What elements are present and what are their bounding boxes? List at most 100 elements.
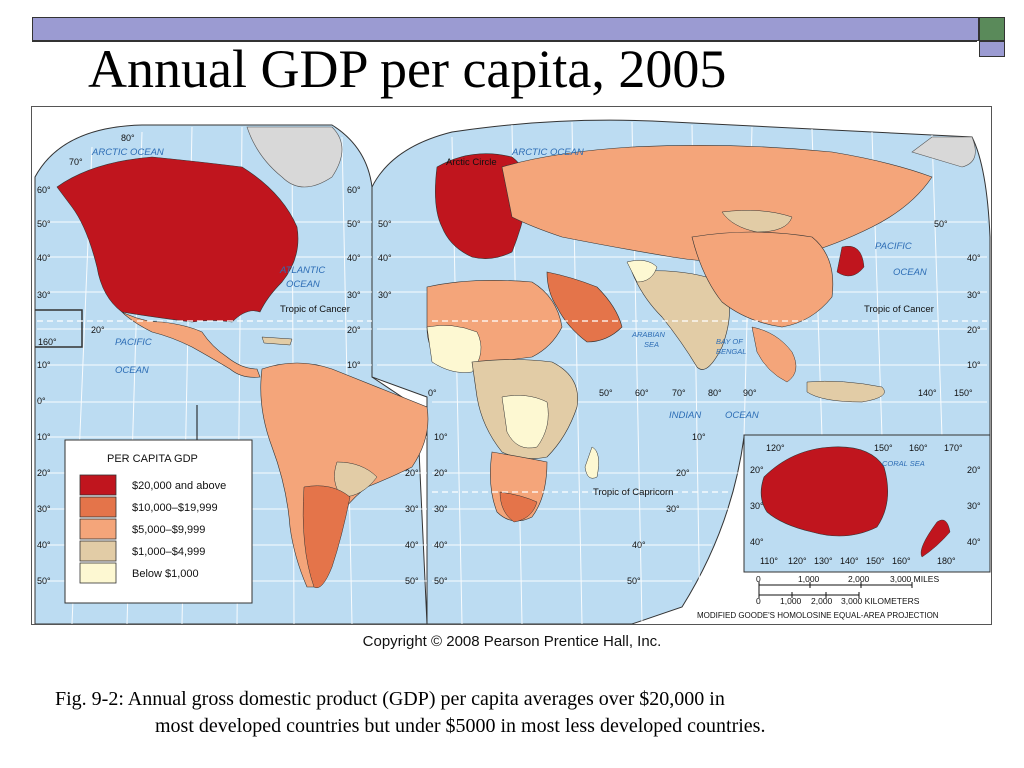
lon-90: 90° — [743, 388, 757, 398]
ocean-label-indian-2: OCEAN — [725, 410, 759, 421]
lat-mid-20: 20° — [347, 325, 361, 335]
lat-af-50: 50° — [627, 576, 641, 586]
sea-label-arabian-1: ARABIAN — [631, 330, 666, 339]
lat-mid2-10s: 10° — [434, 432, 448, 442]
lat-left-20s: 20° — [37, 468, 51, 478]
legend-swatch-1 — [79, 496, 117, 518]
inset-right-30: 30° — [967, 501, 981, 511]
lat-left-40s: 40° — [37, 540, 51, 550]
lat-mid2-20s: 20° — [434, 468, 448, 478]
legend-title: PER CAPITA GDP — [107, 453, 198, 465]
legend-label-2: $5,000–$9,999 — [132, 524, 205, 536]
lat-left-0: 0° — [37, 396, 46, 406]
world-map: ARCTIC OCEAN ARCTIC OCEAN ATLANTIC OCEAN… — [31, 106, 992, 625]
lat-mid2-50s: 50° — [434, 576, 448, 586]
inset-top-160: 160° — [909, 443, 928, 453]
lon-0: 0° — [428, 388, 437, 398]
scale-km-3000: 3,000 KILOMETERS — [841, 596, 920, 606]
corner-square-green — [979, 17, 1005, 41]
lat-mid-30: 30° — [347, 290, 361, 300]
ocean-label-arctic-west: ARCTIC OCEAN — [91, 147, 164, 158]
caption-line-1: Fig. 9-2: Annual gross domestic product … — [55, 688, 725, 710]
title-bar-decoration — [32, 17, 979, 41]
inset-bottom-110: 110° — [760, 556, 778, 566]
lat-left-50s: 50° — [37, 576, 51, 586]
inset-bottom-180: 180° — [937, 556, 956, 566]
ocean-label-arctic-east: ARCTIC OCEAN — [511, 147, 584, 158]
scale-km-0: 0 — [756, 596, 761, 606]
inset-bottom-150: 150° — [866, 556, 885, 566]
inset-right-20: 20° — [967, 465, 981, 475]
legend-swatch-4 — [79, 562, 117, 584]
lat-left-30: 30° — [37, 290, 51, 300]
lat-left-10s: 10° — [37, 432, 51, 442]
inset-top-150: 150° — [874, 443, 893, 453]
legend-swatch-2 — [79, 518, 117, 540]
label-tropic-cancer-east: Tropic of Cancer — [864, 304, 934, 315]
sea-label-bengal-2: BENGAL — [716, 347, 746, 356]
lat-af-10: 10° — [692, 432, 706, 442]
projection-note: MODIFIED GOODE'S HOMOLOSINE EQUAL-AREA P… — [697, 611, 939, 620]
lat-right-50: 50° — [934, 219, 948, 229]
copyright-note: Copyright © 2008 Pearson Prentice Hall, … — [362, 633, 662, 650]
lon-70: 70° — [672, 388, 686, 398]
ocean-label-pacific-east-1: PACIFIC — [875, 241, 912, 252]
lon-150: 150° — [954, 388, 973, 398]
sea-label-bengal-1: BAY OF — [716, 337, 743, 346]
legend-label-0: $20,000 and above — [132, 480, 226, 492]
lat-af-20: 20° — [676, 468, 690, 478]
inset-top-120: 120° — [766, 443, 785, 453]
lat-right-20: 20° — [967, 325, 981, 335]
lon-140: 140° — [918, 388, 937, 398]
label-tropic-cancer-west: Tropic of Cancer — [280, 304, 350, 315]
ocean-label-atlantic-1: ATLANTIC — [279, 265, 325, 276]
lat-left-50: 50° — [37, 219, 51, 229]
figure-caption: Fig. 9-2: Annual gross domestic product … — [55, 686, 995, 740]
label-tropic-capricorn: Tropic of Capricorn — [593, 487, 673, 498]
legend-label-1: $10,000–$19,999 — [132, 502, 218, 514]
map-legend: PER CAPITA GDP $20,000 and above $10,000–… — [64, 405, 253, 604]
lat-mid2-40: 40° — [378, 253, 392, 263]
lat-left-40: 40° — [37, 253, 51, 263]
scale-km-1000: 1,000 — [780, 596, 802, 606]
lat-mid2-30: 30° — [378, 290, 392, 300]
lat-mid-50: 50° — [347, 219, 361, 229]
lat-sa-50: 50° — [405, 576, 419, 586]
lat-left-20: 20° — [91, 325, 105, 335]
lat-mid2-30s: 30° — [434, 504, 448, 514]
inset-left-20: 20° — [750, 465, 764, 475]
ocean-label-pacific-west-1: PACIFIC — [115, 337, 152, 348]
legend-label-4: Below $1,000 — [132, 568, 199, 580]
slide-title: Annual GDP per capita, 2005 — [88, 39, 727, 99]
lat-af-30: 30° — [666, 504, 680, 514]
ocean-label-atlantic-2: OCEAN — [286, 279, 320, 290]
sea-label-arabian-2: SEA — [644, 340, 659, 349]
box-label-160: 160° — [38, 337, 57, 347]
scale-bar: 0 1,000 2,000 3,000 MILES 0 1,000 2,000 … — [697, 574, 939, 620]
lat-right-30: 30° — [967, 290, 981, 300]
title-underline — [32, 41, 977, 56]
lon-60: 60° — [635, 388, 649, 398]
inset-bottom-140: 140° — [840, 556, 859, 566]
lat-left-30s: 30° — [37, 504, 51, 514]
inset-bottom-160: 160° — [892, 556, 911, 566]
corner-square-blue — [979, 41, 1005, 57]
legend-swatch-3 — [79, 540, 117, 562]
lon-80: 80° — [708, 388, 722, 398]
sea-label-coral: CORAL SEA — [882, 459, 925, 468]
lon-50: 50° — [599, 388, 613, 398]
caption-line-2: most developed countries but under $5000… — [155, 715, 766, 737]
lat-right-40: 40° — [967, 253, 981, 263]
lat-af-40: 40° — [632, 540, 646, 550]
lat-left-70: 70° — [69, 157, 83, 167]
inset-left-40: 40° — [750, 537, 764, 547]
scale-miles-1000: 1,000 — [798, 574, 820, 584]
lat-mid2-40s: 40° — [434, 540, 448, 550]
lat-sa-30: 30° — [405, 504, 419, 514]
lat-sa-20: 20° — [405, 468, 419, 478]
lat-sa-40: 40° — [405, 540, 419, 550]
lat-right-10: 10° — [967, 360, 981, 370]
inset-bottom-120: 120° — [788, 556, 807, 566]
legend-label-3: $1,000–$4,999 — [132, 546, 205, 558]
ocean-label-pacific-east-2: OCEAN — [893, 267, 927, 278]
